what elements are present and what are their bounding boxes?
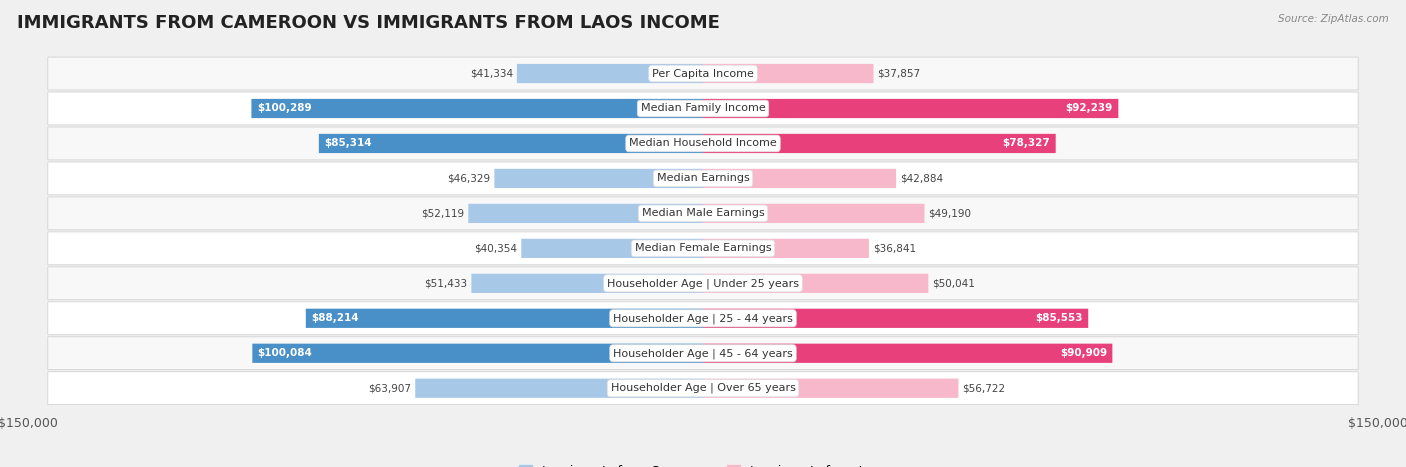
Text: $36,841: $36,841 xyxy=(873,243,917,254)
Text: IMMIGRANTS FROM CAMEROON VS IMMIGRANTS FROM LAOS INCOME: IMMIGRANTS FROM CAMEROON VS IMMIGRANTS F… xyxy=(17,14,720,32)
Text: Median Family Income: Median Family Income xyxy=(641,104,765,113)
Text: $63,907: $63,907 xyxy=(368,383,411,393)
Text: $78,327: $78,327 xyxy=(1002,138,1050,149)
Text: Source: ZipAtlas.com: Source: ZipAtlas.com xyxy=(1278,14,1389,24)
Text: $42,884: $42,884 xyxy=(900,173,943,184)
Text: Householder Age | 25 - 44 years: Householder Age | 25 - 44 years xyxy=(613,313,793,324)
Text: Householder Age | Under 25 years: Householder Age | Under 25 years xyxy=(607,278,799,289)
FancyBboxPatch shape xyxy=(471,274,703,293)
FancyBboxPatch shape xyxy=(48,267,1358,300)
Text: $51,433: $51,433 xyxy=(425,278,467,288)
FancyBboxPatch shape xyxy=(48,302,1358,335)
FancyBboxPatch shape xyxy=(48,197,1358,230)
Legend: Immigrants from Cameroon, Immigrants from Laos: Immigrants from Cameroon, Immigrants fro… xyxy=(515,460,891,467)
Text: Householder Age | Over 65 years: Householder Age | Over 65 years xyxy=(610,383,796,394)
Text: Householder Age | 45 - 64 years: Householder Age | 45 - 64 years xyxy=(613,348,793,359)
FancyBboxPatch shape xyxy=(48,127,1358,160)
FancyBboxPatch shape xyxy=(703,344,1112,363)
Text: $41,334: $41,334 xyxy=(470,69,513,78)
Text: $49,190: $49,190 xyxy=(928,208,972,219)
FancyBboxPatch shape xyxy=(48,372,1358,405)
FancyBboxPatch shape xyxy=(703,99,1118,118)
Text: $56,722: $56,722 xyxy=(963,383,1005,393)
Text: $85,553: $85,553 xyxy=(1035,313,1083,323)
FancyBboxPatch shape xyxy=(48,92,1358,125)
FancyBboxPatch shape xyxy=(703,134,1056,153)
FancyBboxPatch shape xyxy=(703,274,928,293)
FancyBboxPatch shape xyxy=(703,64,873,83)
Text: Median Female Earnings: Median Female Earnings xyxy=(634,243,772,254)
FancyBboxPatch shape xyxy=(48,337,1358,370)
Text: $52,119: $52,119 xyxy=(422,208,464,219)
Text: $92,239: $92,239 xyxy=(1066,104,1114,113)
Text: $37,857: $37,857 xyxy=(877,69,921,78)
FancyBboxPatch shape xyxy=(415,379,703,398)
FancyBboxPatch shape xyxy=(305,309,703,328)
FancyBboxPatch shape xyxy=(48,232,1358,265)
Text: Median Household Income: Median Household Income xyxy=(628,138,778,149)
Text: $100,084: $100,084 xyxy=(257,348,312,358)
FancyBboxPatch shape xyxy=(319,134,703,153)
Text: $90,909: $90,909 xyxy=(1060,348,1107,358)
FancyBboxPatch shape xyxy=(495,169,703,188)
Text: $88,214: $88,214 xyxy=(311,313,359,323)
Text: Median Earnings: Median Earnings xyxy=(657,173,749,184)
FancyBboxPatch shape xyxy=(468,204,703,223)
Text: $46,329: $46,329 xyxy=(447,173,491,184)
Text: $100,289: $100,289 xyxy=(257,104,312,113)
Text: $50,041: $50,041 xyxy=(932,278,976,288)
FancyBboxPatch shape xyxy=(517,64,703,83)
Text: $40,354: $40,354 xyxy=(474,243,517,254)
Text: Median Male Earnings: Median Male Earnings xyxy=(641,208,765,219)
Text: Per Capita Income: Per Capita Income xyxy=(652,69,754,78)
FancyBboxPatch shape xyxy=(703,379,959,398)
FancyBboxPatch shape xyxy=(703,204,925,223)
Text: $85,314: $85,314 xyxy=(325,138,371,149)
FancyBboxPatch shape xyxy=(703,309,1088,328)
FancyBboxPatch shape xyxy=(252,344,703,363)
FancyBboxPatch shape xyxy=(48,162,1358,195)
FancyBboxPatch shape xyxy=(703,169,896,188)
FancyBboxPatch shape xyxy=(252,99,703,118)
FancyBboxPatch shape xyxy=(48,57,1358,90)
FancyBboxPatch shape xyxy=(522,239,703,258)
FancyBboxPatch shape xyxy=(703,239,869,258)
